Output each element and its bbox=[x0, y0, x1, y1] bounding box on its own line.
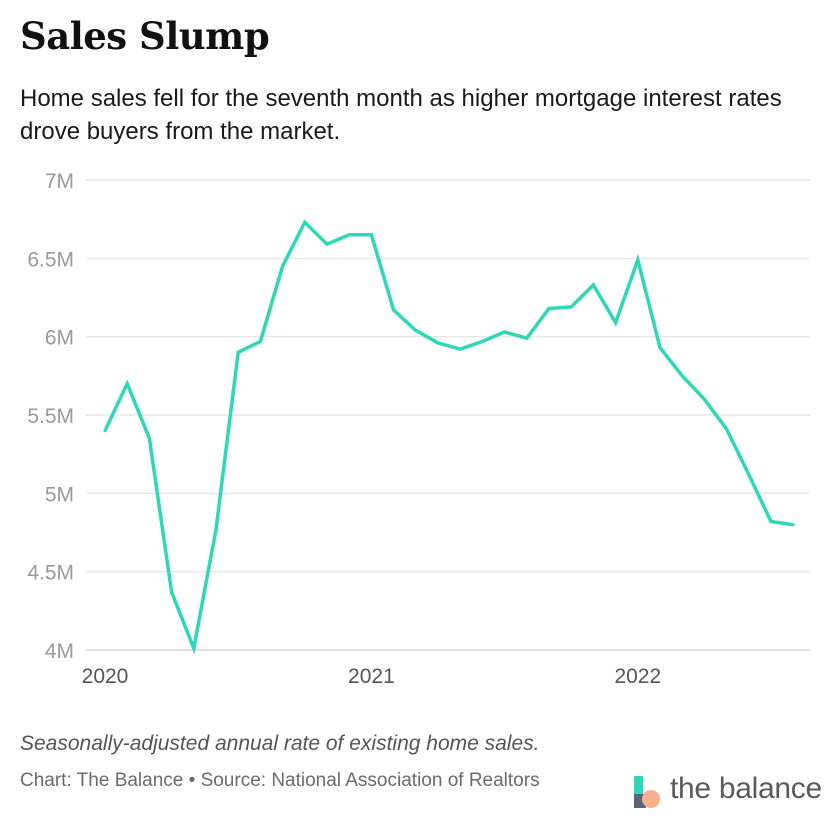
data-point-2020-06 bbox=[214, 527, 218, 531]
data-point-2020-05 bbox=[192, 646, 196, 650]
data-point-2022-06 bbox=[747, 473, 751, 476]
data-point-2020-07 bbox=[236, 350, 240, 354]
data-point-2022-04 bbox=[702, 397, 706, 401]
data-point-2021-06 bbox=[480, 339, 484, 343]
data-point-2021-04 bbox=[436, 341, 440, 345]
gridlines bbox=[86, 179, 810, 651]
logo-text: the balance bbox=[670, 772, 822, 805]
the-balance-logo-mark-icon bbox=[634, 776, 660, 808]
x-axis-ticks: 2020 2021 2022 bbox=[82, 665, 662, 688]
data-point-2021-10 bbox=[569, 305, 573, 309]
data-point-2022-07 bbox=[769, 520, 773, 523]
data-point-2020-10 bbox=[303, 220, 307, 224]
data-point-2020-08 bbox=[258, 339, 262, 343]
data-point-2021-08 bbox=[525, 336, 529, 340]
data-point-2022-08 bbox=[791, 523, 795, 527]
series-home-sales bbox=[103, 219, 795, 655]
data-point-2022-03 bbox=[680, 374, 684, 378]
y-tick-label: 6M bbox=[45, 327, 74, 350]
data-point-2020-03 bbox=[147, 437, 151, 440]
data-point-2021-07 bbox=[503, 330, 507, 334]
y-tick-label: 5.5M bbox=[27, 405, 74, 428]
chart-subtitle: Home sales fell for the seventh month as… bbox=[20, 85, 782, 145]
data-point-2022-01 bbox=[636, 258, 640, 262]
data-point-2021-12 bbox=[614, 321, 618, 325]
data-point-2021-05 bbox=[458, 347, 462, 351]
series-line bbox=[103, 219, 794, 655]
y-axis-ticks: 4M 4.5M 5M 5.5M 6M 6.5M 7M bbox=[27, 170, 74, 663]
data-point-2020-04 bbox=[170, 590, 174, 594]
x-tick-label: 2022 bbox=[614, 665, 661, 688]
y-tick-label: 4M bbox=[45, 640, 74, 663]
y-tick-label: 5M bbox=[45, 483, 74, 506]
chart-credit: Chart: The Balance • Source: National As… bbox=[20, 770, 540, 791]
y-tick-label: 4.5M bbox=[27, 562, 74, 585]
data-point-2021-01 bbox=[369, 233, 373, 237]
data-point-2020-02 bbox=[125, 382, 129, 386]
data-point-2020-09 bbox=[281, 264, 285, 268]
data-point-2020-12 bbox=[347, 233, 351, 237]
y-tick-label: 6.5M bbox=[27, 248, 74, 271]
data-point-2021-09 bbox=[547, 307, 551, 310]
data-point-2022-05 bbox=[725, 427, 729, 431]
data-point-2021-03 bbox=[414, 328, 418, 332]
chart-title: Sales Slump bbox=[20, 14, 270, 58]
chart-note: Seasonally-adjusted annual rate of exist… bbox=[20, 732, 540, 755]
data-point-2020-01 bbox=[103, 429, 107, 433]
data-point-2022-02 bbox=[658, 346, 662, 350]
the-balance-logo: the balance bbox=[632, 772, 832, 812]
x-tick-label: 2021 bbox=[348, 665, 395, 688]
data-point-2021-02 bbox=[392, 308, 396, 312]
data-point-2020-11 bbox=[325, 242, 329, 246]
x-tick-label: 2020 bbox=[82, 665, 129, 688]
line-chart: 4M 4.5M 5M 5.5M 6M 6.5M 7M 2020 2021 2022 bbox=[27, 170, 810, 688]
y-tick-label: 7M bbox=[45, 170, 74, 193]
data-point-2021-11 bbox=[591, 283, 595, 287]
